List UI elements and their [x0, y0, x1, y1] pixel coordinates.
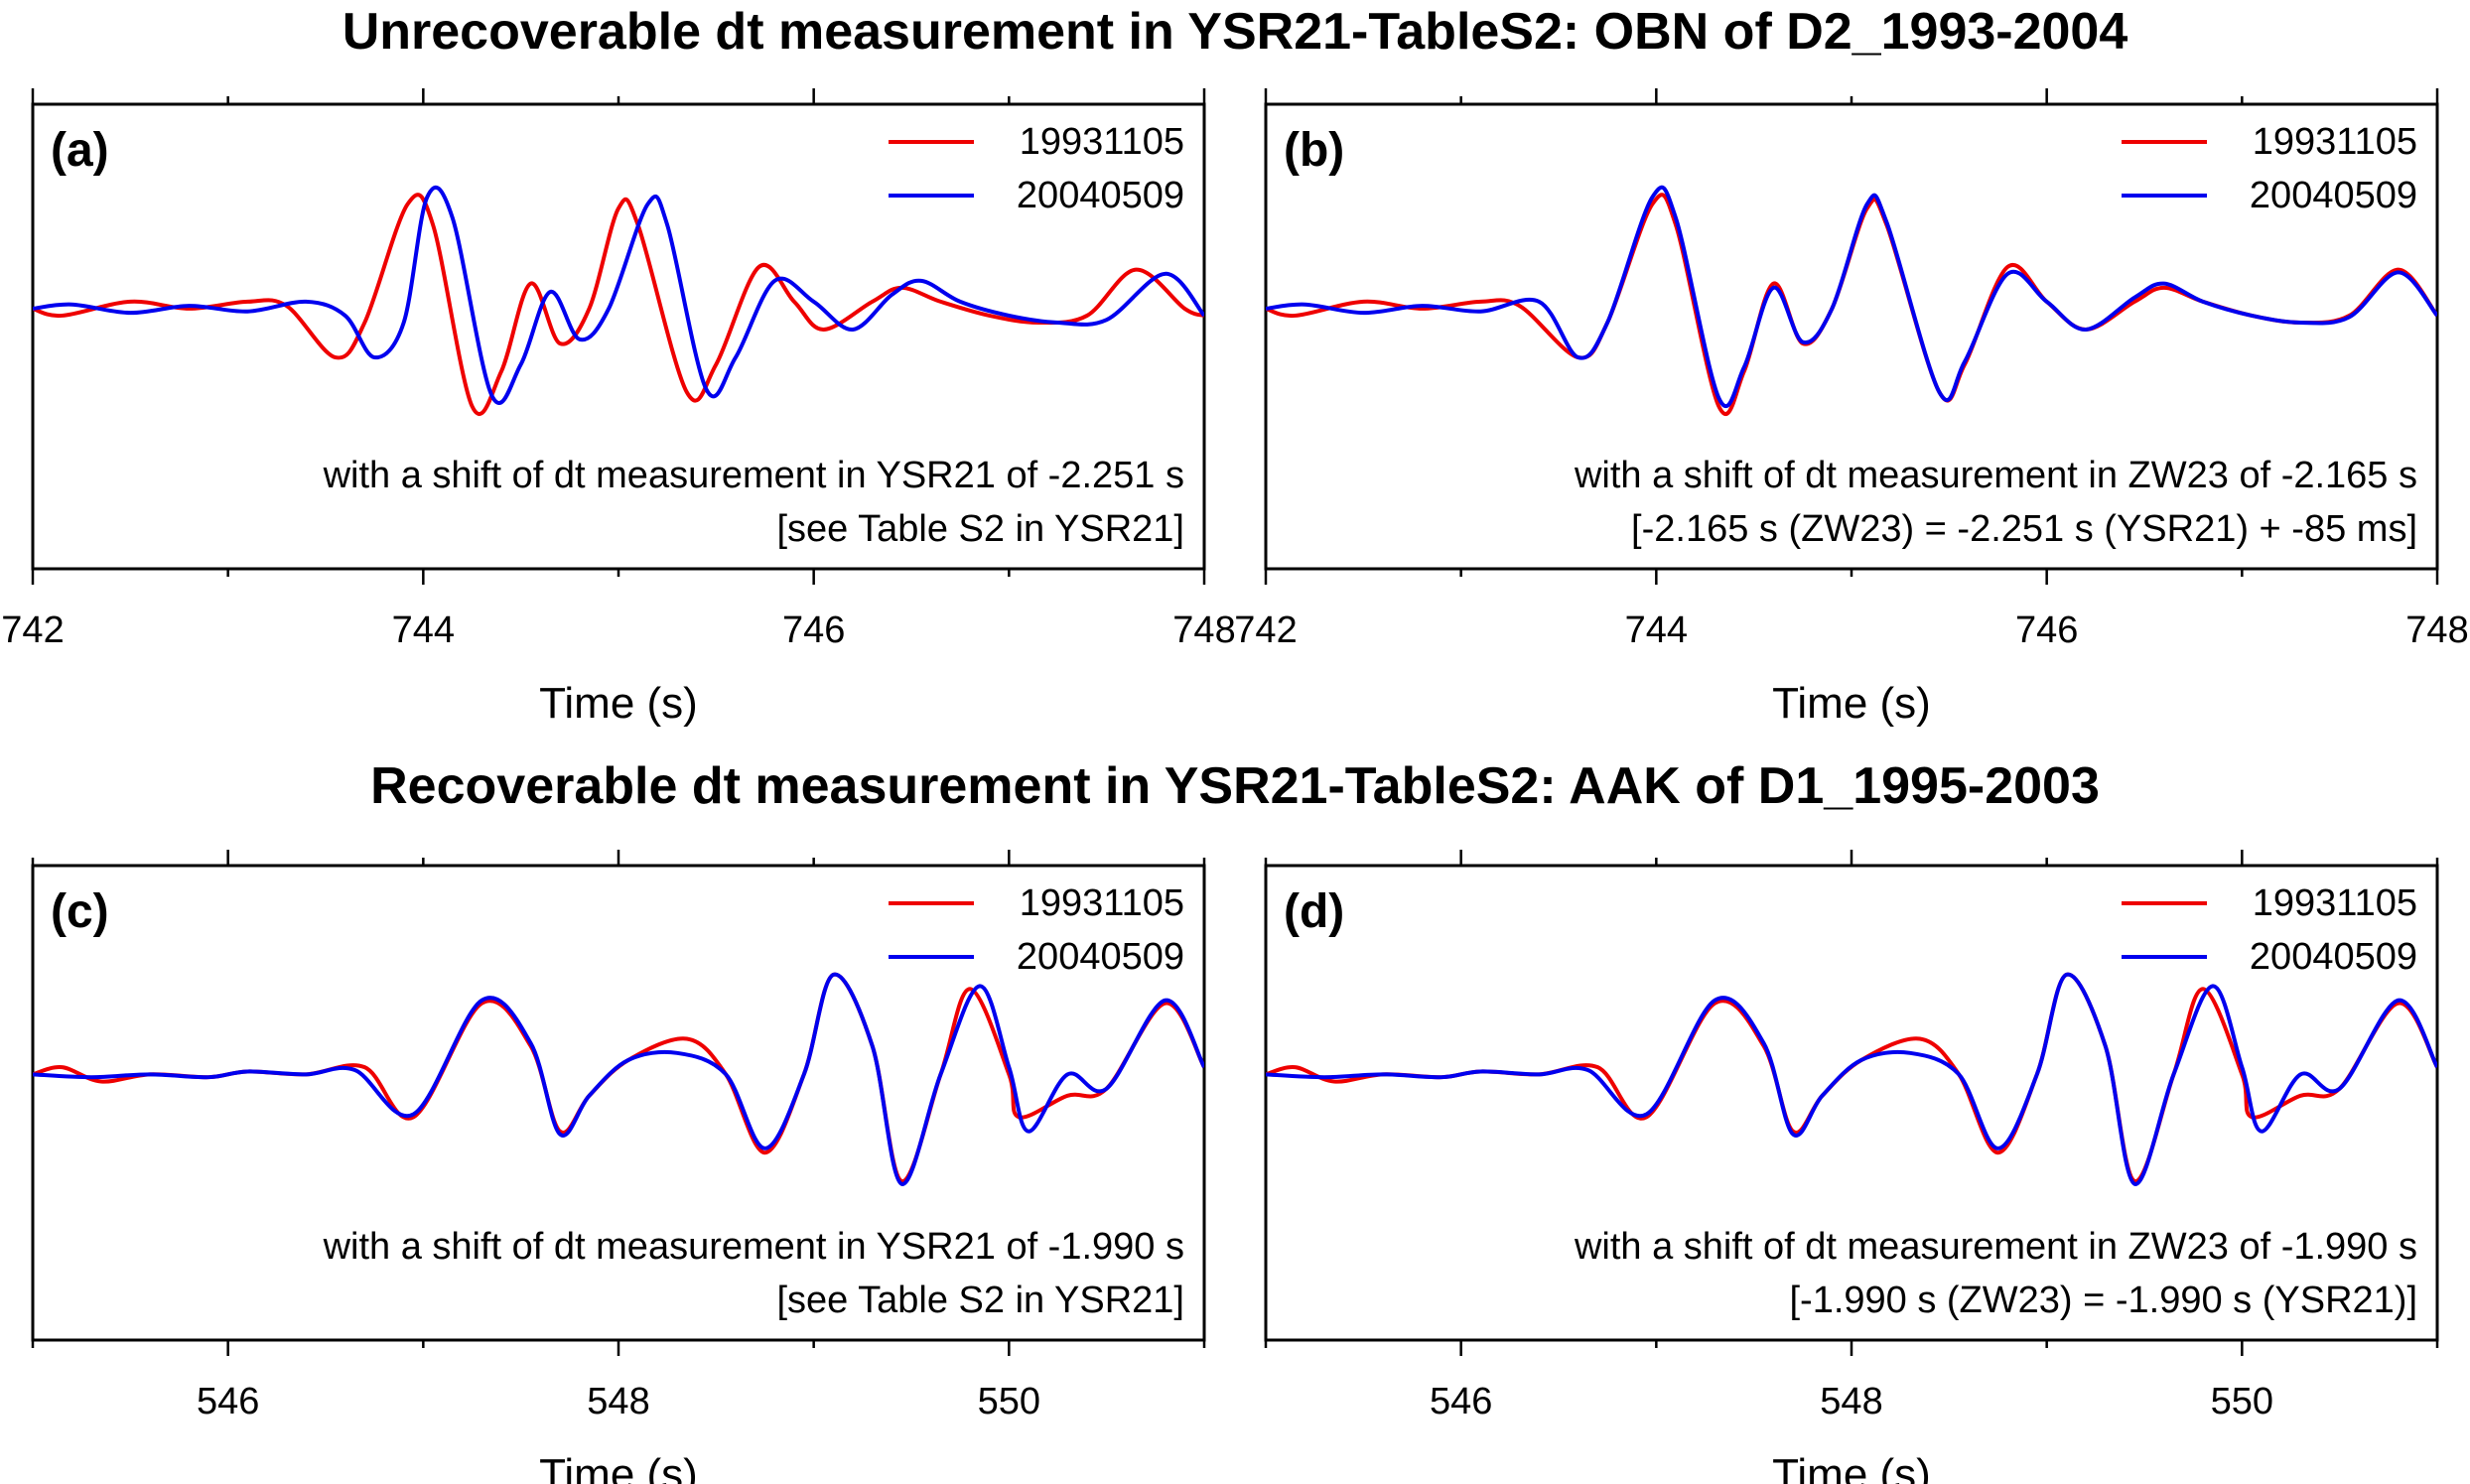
- annotation-text: [see Table S2 in YSR21]: [776, 1280, 1184, 1321]
- x-tick-label: 746: [782, 609, 845, 651]
- series-line-20040509: [33, 972, 1204, 1186]
- x-axis-label: Time (s): [1772, 1450, 1931, 1484]
- series-line-19931105: [33, 193, 1204, 416]
- panel-label: (d): [1284, 885, 1344, 938]
- x-tick-label: 744: [392, 609, 455, 651]
- x-tick-label: 748: [1172, 609, 1235, 651]
- x-axis-label: Time (s): [539, 1450, 698, 1484]
- legend-label: 19931105: [2253, 121, 2417, 163]
- panel-label: (c): [51, 885, 109, 938]
- x-axis-label: Time (s): [539, 679, 698, 728]
- x-tick-label: 550: [978, 1381, 1040, 1422]
- x-tick-label: 546: [1430, 1381, 1492, 1422]
- series-line-20040509: [1266, 972, 2437, 1186]
- chart-panel-3: 546 548 550 Time (s) (c) 19931105 20040509 with…: [31, 850, 1206, 1484]
- x-tick-label: 546: [197, 1381, 259, 1422]
- x-tick-label: 548: [587, 1381, 649, 1422]
- legend-label: 20040509: [2250, 175, 2417, 216]
- annotation-text: with a shift of dt measurement in YSR21 …: [323, 455, 1184, 496]
- panel-label: (a): [51, 124, 109, 177]
- x-tick-label: 748: [2405, 609, 2468, 651]
- figure-title-top: Unrecoverable dt measurement in YSR21-Ta…: [342, 3, 2128, 61]
- annotation-text: [see Table S2 in YSR21]: [776, 508, 1184, 550]
- annotation-text: [-1.990 s (ZW23) = -1.990 s (YSR21)]: [1789, 1280, 2417, 1321]
- x-tick-label: 742: [1234, 609, 1297, 651]
- legend-label: 19931105: [1020, 121, 1184, 163]
- legend-label: 20040509: [2250, 936, 2417, 978]
- x-tick-label: 548: [1820, 1381, 1882, 1422]
- annotation-text: with a shift of dt measurement in ZW23 o…: [1574, 455, 2417, 496]
- annotation-text: with a shift of dt measurement in ZW23 o…: [1574, 1226, 2417, 1268]
- series-line-20040509: [1266, 185, 2437, 408]
- panel-label: (b): [1284, 124, 1344, 177]
- legend-label: 19931105: [2253, 882, 2417, 924]
- x-tick-label: 746: [2015, 609, 2078, 651]
- x-tick-label: 742: [1, 609, 64, 651]
- chart-panel-1: 742 744 746 748 Time (s) (a) 19931105 20040509 w…: [1, 88, 1236, 728]
- series-line-20040509: [33, 185, 1204, 405]
- annotation-text: with a shift of dt measurement in YSR21 …: [323, 1226, 1184, 1268]
- x-axis-label: Time (s): [1772, 679, 1931, 728]
- legend-label: 19931105: [1020, 882, 1184, 924]
- legend-label: 20040509: [1017, 175, 1184, 216]
- series-line-19931105: [1266, 193, 2437, 416]
- annotation-text: [-2.165 s (ZW23) = -2.251 s (YSR21) + -8…: [1631, 508, 2417, 550]
- chart-panel-4: 546 548 550 Time (s) (d) 19931105 20040509 with…: [1264, 850, 2439, 1484]
- chart-panel-2: 742 744 746 748 Time (s) (b) 19931105 20040509 w…: [1234, 88, 2469, 728]
- legend-label: 20040509: [1017, 936, 1184, 978]
- figure-title-bottom: Recoverable dt measurement in YSR21-Tabl…: [370, 757, 2100, 815]
- x-tick-label: 744: [1625, 609, 1688, 651]
- x-tick-label: 550: [2211, 1381, 2273, 1422]
